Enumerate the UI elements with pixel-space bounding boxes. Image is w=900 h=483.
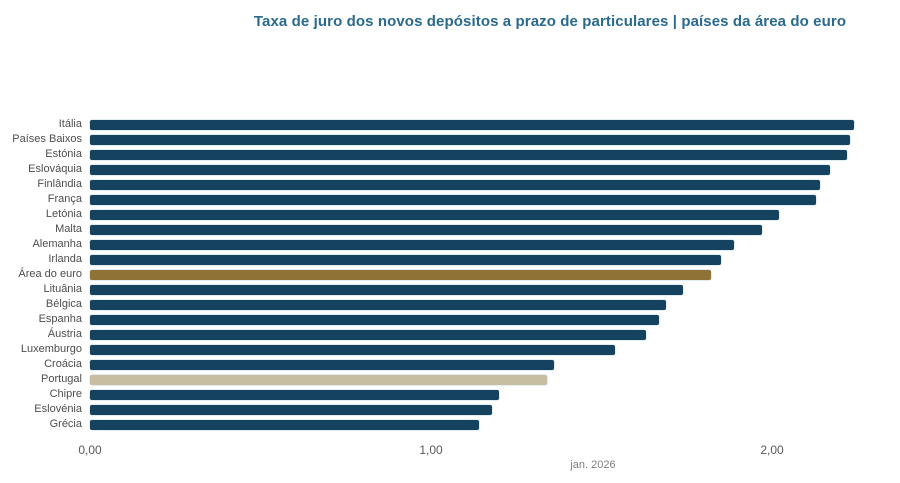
category-label: Irlanda — [48, 253, 82, 265]
value-bar[interactable] — [90, 164, 830, 175]
chart-row: Letónia — [0, 207, 900, 222]
value-bar[interactable] — [90, 374, 547, 385]
chart-row: Finlândia — [0, 177, 900, 192]
chart-row: Bélgica — [0, 297, 900, 312]
value-bar[interactable] — [90, 224, 762, 235]
value-bar[interactable] — [90, 149, 847, 160]
category-label: Áustria — [47, 328, 82, 340]
chart-row: Eslovénia — [0, 402, 900, 417]
value-bar[interactable] — [90, 239, 734, 250]
value-bar[interactable] — [90, 269, 711, 280]
category-label: Luxemburgo — [20, 343, 82, 355]
chart-row: Luxemburgo — [0, 342, 900, 357]
value-bar[interactable] — [90, 134, 850, 145]
value-bar[interactable] — [90, 359, 554, 370]
chart-row: Portugal — [0, 372, 900, 387]
value-bar[interactable] — [90, 329, 646, 340]
period-caption: jan. 2026 — [570, 459, 616, 471]
chart-row: Estónia — [0, 147, 900, 162]
chart-row: Eslováquia — [0, 162, 900, 177]
category-label: Lituânia — [43, 283, 82, 295]
category-label: França — [47, 193, 82, 205]
value-bar[interactable] — [90, 389, 499, 400]
category-label: Eslováquia — [28, 163, 82, 175]
chart-row: França — [0, 192, 900, 207]
value-bar[interactable] — [90, 404, 492, 415]
chart-row: Países Baixos — [0, 132, 900, 147]
chart-row: Alemanha — [0, 237, 900, 252]
value-bar[interactable] — [90, 314, 659, 325]
chart-row: Grécia — [0, 417, 900, 432]
value-bar[interactable] — [90, 284, 683, 295]
chart-row: Itália — [0, 117, 900, 132]
value-bar[interactable] — [90, 344, 615, 355]
category-label: Finlândia — [37, 178, 82, 190]
x-tick-1: 1,00 — [419, 443, 443, 457]
x-axis: 0,00 1,00 2,00 — [0, 443, 900, 459]
chart-row: Croácia — [0, 357, 900, 372]
category-label: Letónia — [45, 208, 82, 220]
value-bar[interactable] — [90, 419, 479, 430]
value-bar[interactable] — [90, 194, 816, 205]
category-label: Espanha — [38, 313, 82, 325]
chart-row: Malta — [0, 222, 900, 237]
category-label: Grécia — [49, 418, 82, 430]
category-label: Alemanha — [32, 238, 82, 250]
category-label: Bélgica — [45, 298, 82, 310]
category-label: Croácia — [44, 358, 82, 370]
category-label: Portugal — [41, 373, 82, 385]
chart-row: Lituânia — [0, 282, 900, 297]
value-bar[interactable] — [90, 119, 854, 130]
value-bar[interactable] — [90, 299, 666, 310]
category-label: Malta — [55, 223, 82, 235]
category-label: Área do euro — [18, 268, 82, 280]
value-bar[interactable] — [90, 179, 820, 190]
value-bar[interactable] — [90, 254, 721, 265]
category-label: Itália — [58, 118, 82, 130]
chart-row: Espanha — [0, 312, 900, 327]
chart-row: Irlanda — [0, 252, 900, 267]
chart-rows: Itália Países Baixos Estónia Eslováquia Finl… — [0, 117, 900, 432]
category-label: Chipre — [49, 388, 82, 400]
x-tick-0: 0,00 — [78, 443, 102, 457]
chart-title: Taxa de juro dos novos depósitos a prazo… — [253, 13, 847, 30]
x-tick-2: 2,00 — [760, 443, 784, 457]
chart-row: Áustria — [0, 327, 900, 342]
chart-row: Área do euro — [0, 267, 900, 282]
chart-row: Chipre — [0, 387, 900, 402]
category-label: Países Baixos — [12, 133, 82, 145]
category-label: Estónia — [45, 148, 82, 160]
value-bar[interactable] — [90, 209, 779, 220]
category-label: Eslovénia — [34, 403, 82, 415]
